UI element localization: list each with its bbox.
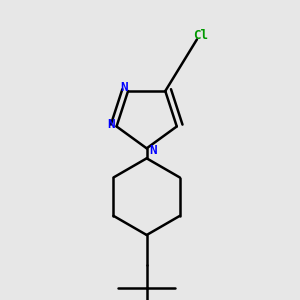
Text: Cl: Cl <box>194 29 208 42</box>
Text: N: N <box>107 118 115 131</box>
Text: N: N <box>120 81 128 94</box>
Text: N: N <box>149 145 156 158</box>
